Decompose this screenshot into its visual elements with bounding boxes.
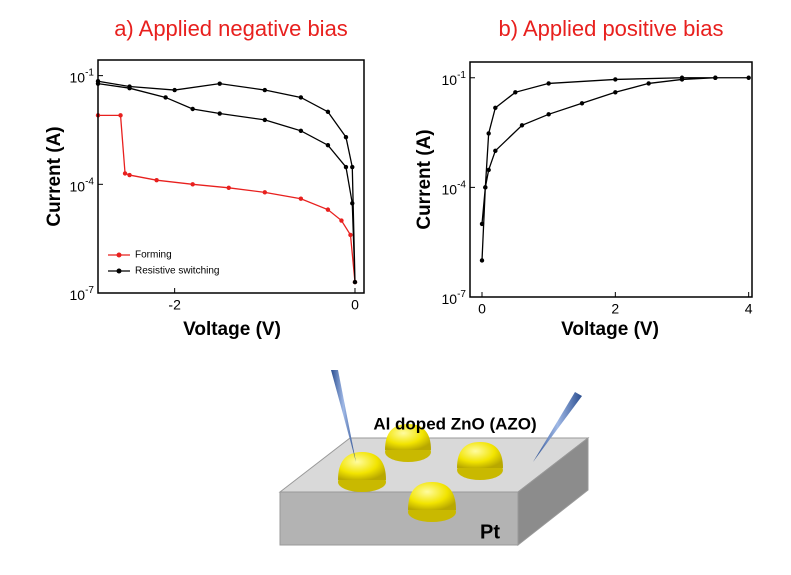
chart: a) Applied negative bias Voltage (V) Curre… bbox=[44, 16, 365, 340]
data-point bbox=[118, 113, 123, 118]
series-line bbox=[97, 80, 356, 283]
data-point bbox=[493, 148, 498, 154]
data-point bbox=[262, 117, 268, 123]
y-tick-label: 10-1 bbox=[70, 67, 95, 85]
data-point bbox=[343, 164, 349, 170]
data-point bbox=[483, 185, 488, 190]
data-point bbox=[646, 81, 651, 86]
data-point bbox=[352, 279, 358, 285]
legend-label: Forming bbox=[135, 250, 172, 261]
data-point bbox=[190, 106, 195, 112]
data-point bbox=[350, 201, 355, 206]
data-point bbox=[343, 134, 349, 140]
data-point bbox=[493, 105, 498, 111]
data-point bbox=[190, 182, 195, 187]
data-point bbox=[513, 90, 518, 95]
electrode bbox=[385, 424, 431, 462]
data-point bbox=[348, 232, 353, 238]
data-point bbox=[325, 143, 331, 148]
data-point bbox=[127, 84, 132, 89]
y-tick-label: 10-1 bbox=[442, 69, 467, 87]
data-point bbox=[122, 171, 128, 176]
plot-frame bbox=[97, 59, 365, 294]
data-point bbox=[519, 123, 525, 128]
y-axis-title: Current (A) bbox=[414, 129, 435, 229]
data-point bbox=[486, 131, 491, 136]
data-point bbox=[217, 81, 222, 86]
data-point bbox=[127, 172, 132, 178]
y-tick-label: 10-7 bbox=[70, 285, 95, 303]
substrate-side bbox=[517, 436, 589, 547]
data-point bbox=[713, 75, 718, 80]
device-diagram: Al doped ZnO (AZO) Pt bbox=[278, 370, 590, 547]
data-point bbox=[325, 207, 331, 212]
plot-frame bbox=[469, 61, 753, 298]
data-point bbox=[746, 75, 751, 80]
x-tick-label: 4 bbox=[745, 301, 753, 317]
data-point bbox=[262, 190, 268, 195]
data-point bbox=[298, 95, 304, 100]
data-point bbox=[172, 87, 177, 93]
data-point bbox=[298, 196, 304, 201]
data-point bbox=[479, 258, 485, 263]
data-point bbox=[579, 101, 585, 106]
diagram-label: Pt bbox=[480, 521, 500, 543]
electrode bbox=[457, 442, 503, 480]
data-point bbox=[325, 109, 331, 115]
data-point bbox=[163, 95, 168, 100]
data-point bbox=[679, 75, 685, 80]
probe bbox=[533, 392, 582, 462]
data-point bbox=[546, 112, 551, 117]
data-point bbox=[613, 77, 618, 82]
y-axis-title: Current (A) bbox=[44, 126, 65, 226]
chart-title: a) Applied negative bias bbox=[114, 16, 348, 41]
chart: b) Applied positive bias Voltage (V) Curre… bbox=[414, 16, 753, 340]
legend-marker bbox=[116, 268, 122, 274]
x-axis-title: Voltage (V) bbox=[183, 319, 281, 340]
y-tick-label: 10-4 bbox=[70, 176, 95, 194]
legend-marker bbox=[116, 252, 122, 258]
data-point bbox=[262, 87, 268, 93]
y-tick-label: 10-7 bbox=[442, 289, 467, 307]
x-tick-label: 2 bbox=[611, 301, 619, 317]
data-point bbox=[226, 185, 231, 191]
data-point bbox=[339, 218, 344, 223]
diagram-label: Al doped ZnO (AZO) bbox=[373, 414, 536, 433]
data-point bbox=[479, 221, 485, 227]
probe bbox=[331, 370, 356, 462]
x-tick-label: 0 bbox=[478, 301, 486, 317]
legend-label: Resistive switching bbox=[135, 266, 219, 277]
x-tick-label: 0 bbox=[351, 297, 359, 313]
data-point bbox=[154, 177, 159, 183]
data-point bbox=[546, 81, 551, 86]
y-tick-label: 10-4 bbox=[442, 179, 467, 197]
electrode bbox=[338, 452, 386, 492]
data-point bbox=[486, 167, 491, 173]
electrode bbox=[408, 482, 456, 522]
x-axis-title: Voltage (V) bbox=[561, 319, 659, 340]
chart-title: b) Applied positive bias bbox=[498, 16, 723, 41]
series-line bbox=[481, 77, 749, 261]
data-point bbox=[298, 128, 304, 133]
data-point bbox=[350, 164, 355, 170]
data-point bbox=[217, 111, 222, 116]
x-tick-label: -2 bbox=[168, 297, 181, 313]
data-point bbox=[613, 90, 618, 95]
